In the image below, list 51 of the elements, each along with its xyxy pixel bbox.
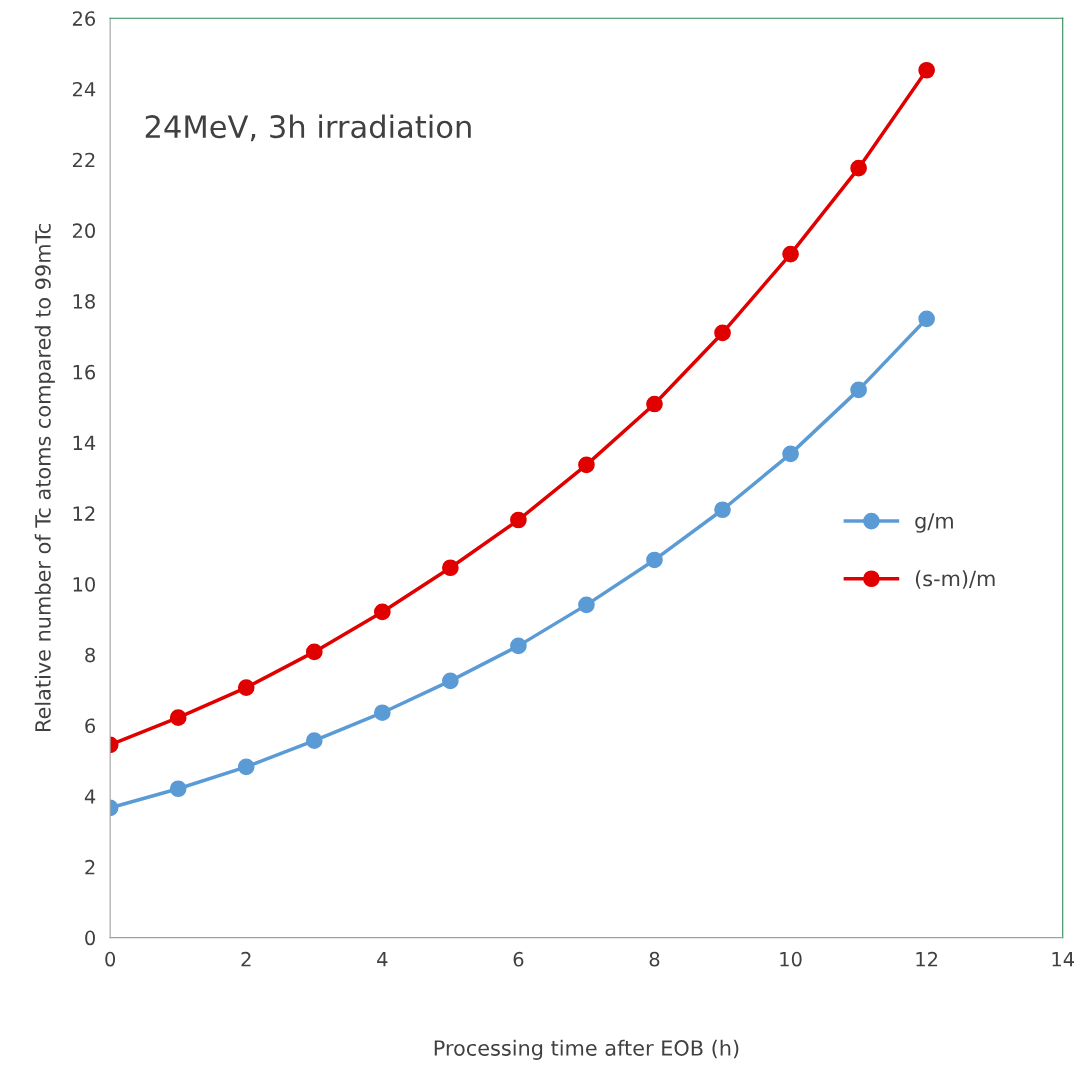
point bbox=[578, 596, 595, 614]
point bbox=[442, 672, 459, 690]
legend-label: g/m bbox=[915, 513, 953, 533]
point bbox=[850, 381, 867, 399]
y-tick-label: 2 bbox=[85, 859, 95, 875]
x-tick-label: 8 bbox=[649, 951, 660, 967]
point bbox=[782, 445, 799, 463]
x-tick-label: 10 bbox=[780, 951, 802, 967]
point bbox=[510, 637, 527, 655]
annotation: 24MeV, 3h irradiation bbox=[145, 114, 471, 142]
point bbox=[850, 159, 867, 177]
point bbox=[918, 61, 935, 79]
point bbox=[305, 732, 323, 749]
x-tick-label: 0 bbox=[105, 951, 116, 967]
point bbox=[782, 245, 799, 263]
point bbox=[646, 551, 663, 569]
point bbox=[305, 643, 323, 661]
point bbox=[373, 704, 391, 722]
point bbox=[714, 501, 731, 519]
y-tick-label: 18 bbox=[73, 294, 95, 309]
point bbox=[237, 679, 255, 696]
x-tick-label: 6 bbox=[513, 951, 524, 967]
x-axis-title: Processing time after EOB (h) bbox=[434, 1039, 739, 1060]
x-tick-label: 12 bbox=[916, 951, 938, 967]
point bbox=[578, 456, 595, 474]
x-tick-label: 2 bbox=[241, 951, 251, 967]
point bbox=[646, 395, 663, 413]
y-tick-label: 24 bbox=[72, 81, 96, 97]
y-tick-label: 8 bbox=[85, 647, 95, 663]
point bbox=[918, 310, 935, 328]
y-tick-label: 22 bbox=[72, 152, 95, 168]
x-tick-label: 14 bbox=[1052, 952, 1074, 967]
y-tick-label: 6 bbox=[85, 718, 96, 734]
y-tick-label: 14 bbox=[73, 435, 96, 450]
y-tick-label: 12 bbox=[73, 506, 95, 521]
point bbox=[510, 511, 527, 529]
point bbox=[169, 780, 187, 798]
point bbox=[373, 603, 391, 621]
x-tick-label: 4 bbox=[377, 952, 388, 967]
y-tick-label: 20 bbox=[72, 223, 95, 239]
y-tick-label: 16 bbox=[73, 364, 96, 380]
y-tick-label: 10 bbox=[73, 576, 95, 592]
point bbox=[237, 758, 255, 776]
y-axis-title: Relative number of Tc atoms compared to 99mTc bbox=[34, 224, 55, 731]
point bbox=[442, 559, 459, 577]
point bbox=[169, 709, 187, 727]
point bbox=[714, 324, 731, 342]
legend-label: (s-m)/m bbox=[915, 570, 995, 589]
y-tick-label: 4 bbox=[84, 789, 96, 804]
y-tick-label: 26 bbox=[72, 11, 96, 26]
y-tick-label: 0 bbox=[85, 930, 95, 946]
